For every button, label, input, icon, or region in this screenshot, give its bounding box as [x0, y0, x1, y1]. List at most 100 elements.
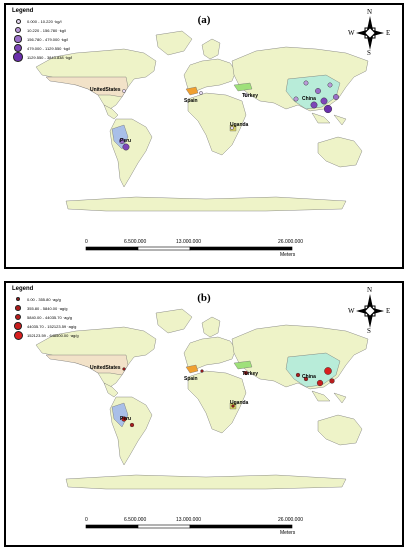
world-map — [35, 308, 369, 529]
country-label-china: China — [302, 374, 316, 380]
land-mass — [187, 92, 247, 156]
data-point — [129, 422, 135, 428]
data-point — [320, 97, 328, 105]
scale-segment — [189, 246, 293, 251]
land-mass — [187, 370, 247, 434]
scale-tick-label: 26.000.000 — [278, 517, 304, 523]
data-point — [324, 367, 332, 375]
land-mass — [103, 104, 119, 120]
map-panel-b: Legend 0.00 - 355.80 ·ag/g 355.80 - 5840.… — [4, 281, 404, 547]
legend-symbol-icon — [12, 304, 24, 312]
land-mass — [65, 474, 347, 490]
land-mass — [311, 112, 331, 124]
data-point — [316, 379, 324, 387]
country-turkey — [233, 360, 253, 370]
legend-symbol-icon — [12, 52, 24, 62]
panel-label: (b) — [197, 292, 211, 304]
legend-label: 10.220 - 156.780 ·kg/l — [27, 27, 66, 33]
scale-tick-label: 6.500.000 — [124, 517, 147, 523]
legend-symbol-icon — [12, 35, 24, 43]
north-arrow-icon: N S W E — [348, 286, 391, 335]
land-mass — [183, 336, 237, 370]
highlighted-countries — [45, 352, 341, 428]
data-point — [310, 101, 318, 109]
compass-e: E — [386, 29, 391, 37]
data-point — [122, 367, 126, 371]
land-mass — [311, 390, 331, 402]
data-point — [200, 369, 204, 373]
scale-segment — [137, 524, 191, 529]
legend-symbol-icon — [12, 322, 24, 330]
legend-item: 0.00 - 355.80 ·ag/g — [12, 295, 61, 303]
legend-item: 355.80 - 5840.00 ·ag/g — [12, 304, 67, 312]
scale-unit: Meters — [280, 530, 296, 536]
compass-rose-icon — [356, 294, 384, 328]
data-point — [327, 82, 333, 88]
legend-label: 44035.70 - 152123.59 ·ag/g — [27, 323, 77, 329]
scale-bar — [85, 524, 293, 529]
compass-e: E — [386, 307, 391, 315]
legend-item: 1129.550 - 3843.838 ·kg/l — [12, 52, 73, 62]
country-label-spain: Spain — [184, 98, 198, 104]
data-point — [323, 104, 333, 114]
legend-title: Legend — [12, 286, 34, 292]
scale-tick-label: 13.000.000 — [176, 517, 202, 523]
legend-label: 355.80 - 5840.00 ·ag/g — [27, 305, 68, 311]
country-turkey — [233, 82, 253, 92]
country-label-turkey: Turkey — [242, 93, 259, 99]
legend-item: 5840.00 - 44035.70 ·ag/g — [12, 313, 72, 321]
data-point — [333, 94, 339, 100]
country-label-peru: Peru — [120, 416, 132, 422]
data-point — [244, 93, 248, 97]
legend-item: 156.780 - 479.000 ·kg/l — [12, 35, 68, 43]
data-point — [119, 138, 125, 144]
scale-segment — [189, 524, 293, 529]
scale-unit: Meters — [280, 252, 296, 258]
legend-symbol-icon — [12, 43, 24, 53]
panel-label: (a) — [197, 14, 211, 26]
legend-item: 44035.70 - 152123.59 ·ag/g — [12, 322, 76, 330]
data-point — [199, 91, 203, 95]
land-mass — [155, 308, 193, 334]
data-point — [122, 89, 126, 93]
compass-n: N — [367, 286, 373, 294]
world-map — [35, 30, 369, 251]
data-point — [243, 370, 249, 376]
country-label-uganda: Uganda — [230, 400, 249, 406]
scale-tick-label: 6.500.000 — [124, 239, 147, 245]
legend-symbol-icon — [12, 26, 24, 34]
north-arrow-icon: N S W E — [348, 8, 391, 57]
legend-label: 0.00 - 355.80 ·ag/g — [27, 296, 61, 302]
data-point — [329, 378, 335, 384]
scale-segment — [85, 246, 139, 251]
scale-tick-label: 0 — [85, 517, 88, 523]
country-spain — [185, 86, 199, 96]
scale-tick-label: 13.000.000 — [176, 239, 202, 245]
country-label-china: China — [302, 96, 316, 102]
country-usa — [45, 354, 129, 376]
continents — [35, 30, 369, 212]
data-point — [293, 96, 299, 102]
legend-item: 479.000 - 1129.550 ·kg/l — [12, 43, 71, 53]
country-label-turkey: Turkey — [242, 371, 259, 377]
legend-item: 152123.59 - 648500.00 ·ag/g — [12, 330, 79, 340]
land-mass — [317, 136, 363, 168]
legend-symbol-icon — [12, 330, 24, 340]
data-point — [231, 404, 235, 408]
land-mass — [183, 58, 237, 92]
country-label-uganda: Uganda — [230, 122, 249, 128]
compass-s: S — [367, 327, 371, 335]
legend-label: 479.000 - 1129.550 ·kg/l — [27, 45, 71, 51]
scale-segment — [137, 246, 191, 251]
legend-label: 1129.550 - 3843.838 ·kg/l — [27, 54, 73, 60]
compass-n: N — [367, 8, 373, 16]
country-spain — [185, 364, 199, 374]
compass-s: S — [367, 49, 371, 57]
land-mass — [201, 38, 221, 60]
country-label-peru: Peru — [120, 138, 132, 144]
compass-rose-icon — [356, 16, 384, 50]
continents — [35, 308, 369, 490]
data-points — [119, 80, 339, 151]
data-point — [315, 88, 321, 94]
land-mass — [333, 114, 347, 126]
